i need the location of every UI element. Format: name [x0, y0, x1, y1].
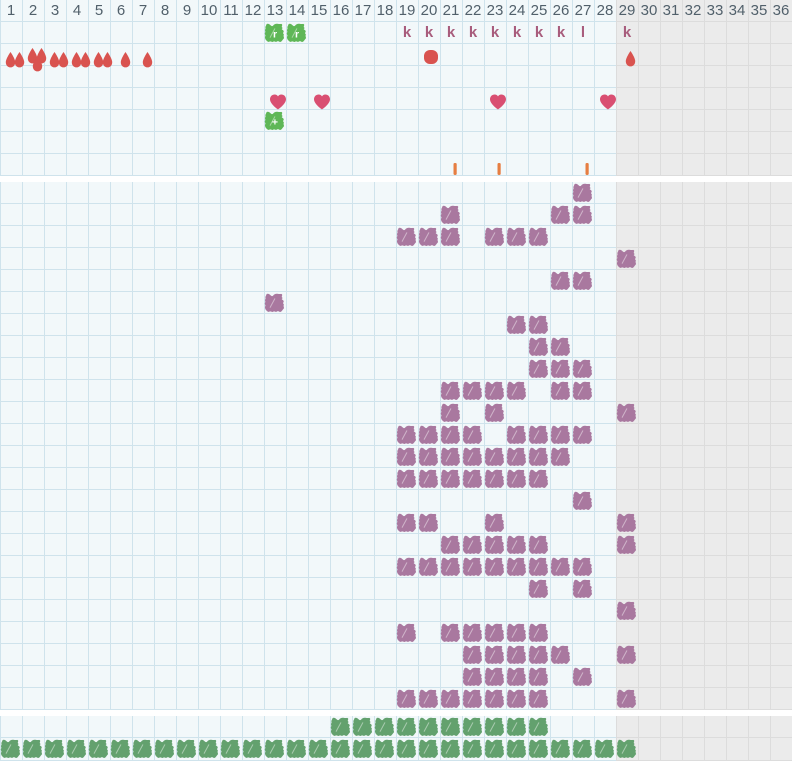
svg-text:r: r	[295, 29, 299, 41]
svg-text:r: r	[273, 29, 277, 41]
svg-text:+: +	[272, 117, 278, 129]
